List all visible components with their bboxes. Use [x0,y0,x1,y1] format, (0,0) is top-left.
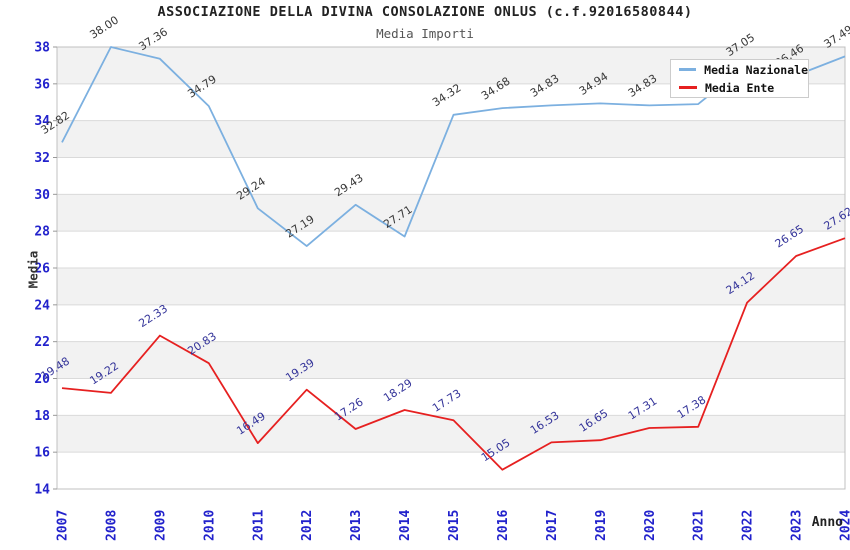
plot-band [57,268,845,305]
x-tick-label: 2014 [398,510,413,541]
x-axis-label: Anno [811,515,843,530]
y-tick-label: 30 [34,188,50,203]
y-tick-label: 14 [34,483,50,498]
x-tick-label: 2007 [56,510,71,541]
y-tick-label: 26 [34,262,50,277]
x-tick-label: 2020 [643,510,658,541]
y-tick-label: 18 [34,409,50,424]
x-tick-label: 2019 [594,510,609,541]
x-tick-label: 2008 [104,510,119,541]
plot-band [57,304,845,342]
x-tick-label: 2021 [692,510,707,541]
y-tick-label: 22 [34,335,50,350]
legend: Media Nazionale Media Ente [670,59,809,98]
plot-band [57,194,845,232]
y-tick-label: 24 [34,298,50,313]
x-tick-label: 2017 [545,510,560,541]
legend-marker-nazionale-icon [679,68,697,71]
x-tick-label: 2015 [447,510,462,541]
x-tick-label: 2022 [741,510,756,541]
x-tick-label: 2010 [202,510,217,541]
series-line-ente [61,237,846,471]
x-tick-label: 2011 [251,510,266,541]
x-tick-label: 2024 [839,510,850,541]
x-tick-label: 2023 [790,510,805,541]
y-tick-label: 28 [34,225,50,240]
legend-item-nazionale: Media Nazionale [679,63,808,77]
plot-band [57,415,845,453]
legend-label-nazionale: Media Nazionale [704,62,808,77]
legend-marker-ente-icon [679,86,697,89]
x-tick-label: 2013 [349,510,364,541]
y-tick-label: 16 [34,446,50,461]
y-tick-label: 32 [34,151,50,166]
chart-title: ASSOCIAZIONE DELLA DIVINA CONSOLAZIONE O… [157,4,693,20]
y-tick-label: 20 [34,372,50,387]
plot-band [57,120,845,158]
y-axis-label: Media [25,250,41,289]
plot-band [57,452,845,489]
plot-band [57,378,845,416]
x-tick-label: 2009 [153,510,168,541]
y-tick-label: 36 [34,77,50,92]
legend-item-ente: Media Ente [679,81,808,95]
x-tick-label: 2012 [300,510,315,541]
y-tick-label: 38 [34,41,50,56]
legend-label-ente: Media Ente [705,80,775,95]
y-tick-label: 34 [34,114,50,129]
x-tick-label: 2016 [496,510,511,541]
chart-subtitle: Media Importi [376,26,474,41]
plot-band [57,341,845,379]
plot-band [57,157,845,195]
plot-band [57,231,845,268]
